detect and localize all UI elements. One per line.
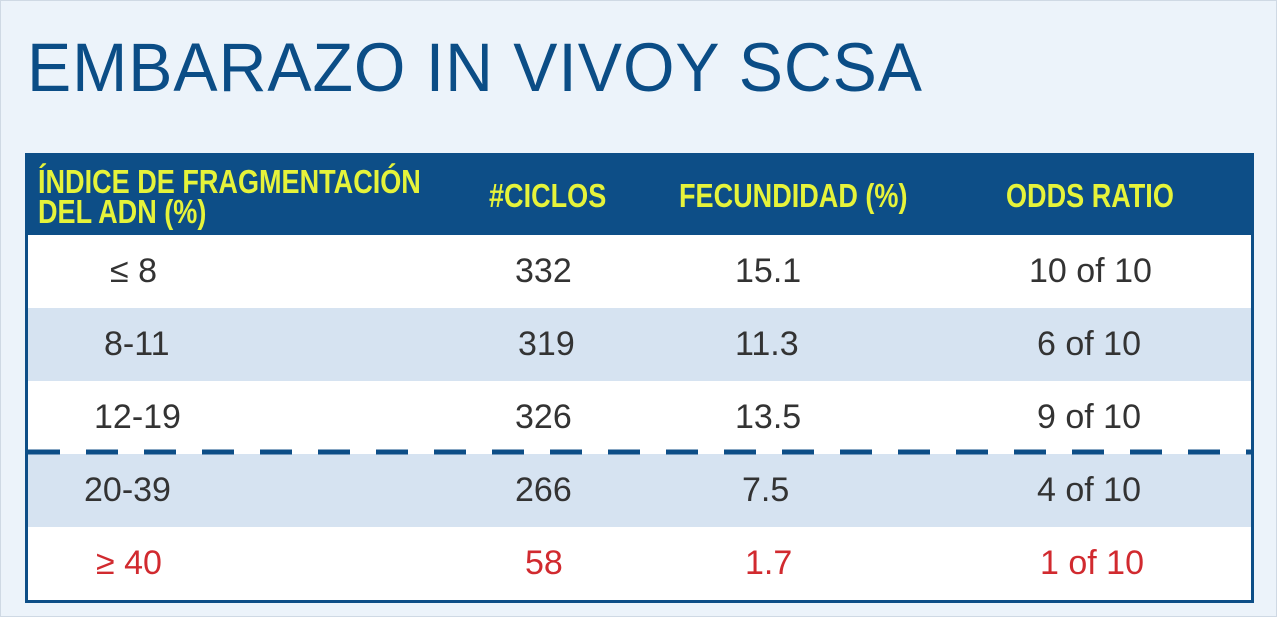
cell-range: ≤ 8 [110,252,158,290]
cell-odds: 6 of 10 [1037,325,1141,363]
cell-cycles: 266 [515,471,572,509]
table-row: ≤ 8 332 15.1 10 of 10 [28,235,1251,308]
cell-cycles: 58 [525,544,563,582]
results-table: ÍNDICE DE FRAGMENTACIÓN DEL ADN (%) #CIC… [25,153,1254,603]
cell-range: 12-19 [94,398,181,436]
cell-cycles: 319 [518,325,575,363]
cell-odds: 10 of 10 [1029,252,1152,290]
table-row: 20-39 266 7.5 4 of 10 [28,454,1251,527]
cell-range: 20-39 [84,471,171,509]
cell-fecundity: 13.5 [735,398,802,436]
page-title: EMBARAZO IN VIVOY SCSA [27,29,923,106]
cell-fecundity: 11.3 [735,325,799,363]
threshold-divider [28,449,1251,455]
cell-fecundity: 7.5 [742,471,790,509]
header-index-line2: DEL ADN (%) [38,193,207,230]
header-cycles: #CICLOS [489,177,607,214]
header-odds-ratio: ODDS RATIO [1006,177,1174,214]
table-row: 8-11 319 11.3 6 of 10 [28,308,1251,381]
cell-odds: 1 of 10 [1040,544,1144,582]
cell-odds: 4 of 10 [1037,471,1141,509]
cell-fecundity: 1.7 [745,544,793,582]
cell-odds: 9 of 10 [1037,398,1141,436]
header-index-line1: ÍNDICE DE FRAGMENTACIÓN [38,163,421,200]
cell-range: ≥ 40 [96,544,162,582]
cell-cycles: 326 [515,398,572,436]
cell-fecundity: 15.1 [735,252,802,290]
cell-cycles: 332 [515,252,572,290]
header-fecundity: FECUNDIDAD (%) [679,177,908,214]
table-row: 12-19 326 13.5 9 of 10 [28,381,1251,454]
table-row: ≥ 40 58 1.7 1 of 10 [28,527,1251,600]
table-header: ÍNDICE DE FRAGMENTACIÓN DEL ADN (%) #CIC… [28,156,1251,235]
cell-range: 8-11 [104,325,170,363]
